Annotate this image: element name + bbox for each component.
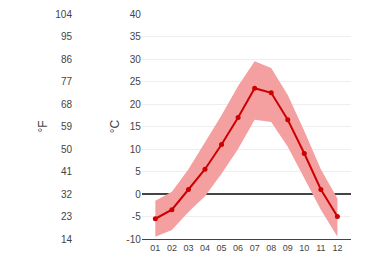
svg-text:14: 14 — [61, 234, 73, 245]
svg-text:15: 15 — [130, 121, 142, 132]
svg-text:50: 50 — [61, 144, 73, 155]
svg-text:04: 04 — [200, 243, 210, 253]
svg-text:86: 86 — [61, 54, 73, 65]
svg-text:03: 03 — [183, 243, 193, 253]
svg-text:104: 104 — [55, 9, 72, 20]
svg-text:35: 35 — [130, 31, 142, 42]
svg-text:25: 25 — [130, 76, 142, 87]
svg-text:°F: °F — [36, 120, 50, 132]
svg-text:05: 05 — [217, 243, 227, 253]
svg-text:59: 59 — [61, 121, 73, 132]
svg-text:01: 01 — [150, 243, 160, 253]
svg-text:20: 20 — [130, 99, 142, 110]
svg-text:32: 32 — [61, 189, 73, 200]
svg-text:5: 5 — [135, 166, 141, 177]
svg-text:40: 40 — [130, 9, 142, 20]
svg-text:09: 09 — [283, 243, 293, 253]
svg-text:30: 30 — [130, 54, 142, 65]
svg-text:0: 0 — [135, 189, 141, 200]
svg-text:°C: °C — [108, 119, 122, 133]
svg-text:23: 23 — [61, 211, 73, 222]
svg-text:77: 77 — [61, 76, 73, 87]
svg-text:08: 08 — [266, 243, 276, 253]
svg-text:68: 68 — [61, 99, 73, 110]
svg-text:-10: -10 — [126, 234, 141, 245]
svg-text:02: 02 — [167, 243, 177, 253]
svg-text:06: 06 — [233, 243, 243, 253]
svg-text:-5: -5 — [132, 211, 141, 222]
svg-text:07: 07 — [250, 243, 260, 253]
svg-text:11: 11 — [316, 243, 325, 253]
svg-text:41: 41 — [61, 166, 73, 177]
svg-text:10: 10 — [130, 144, 142, 155]
svg-text:10: 10 — [299, 243, 309, 253]
svg-text:95: 95 — [61, 31, 73, 42]
svg-text:12: 12 — [332, 243, 342, 253]
